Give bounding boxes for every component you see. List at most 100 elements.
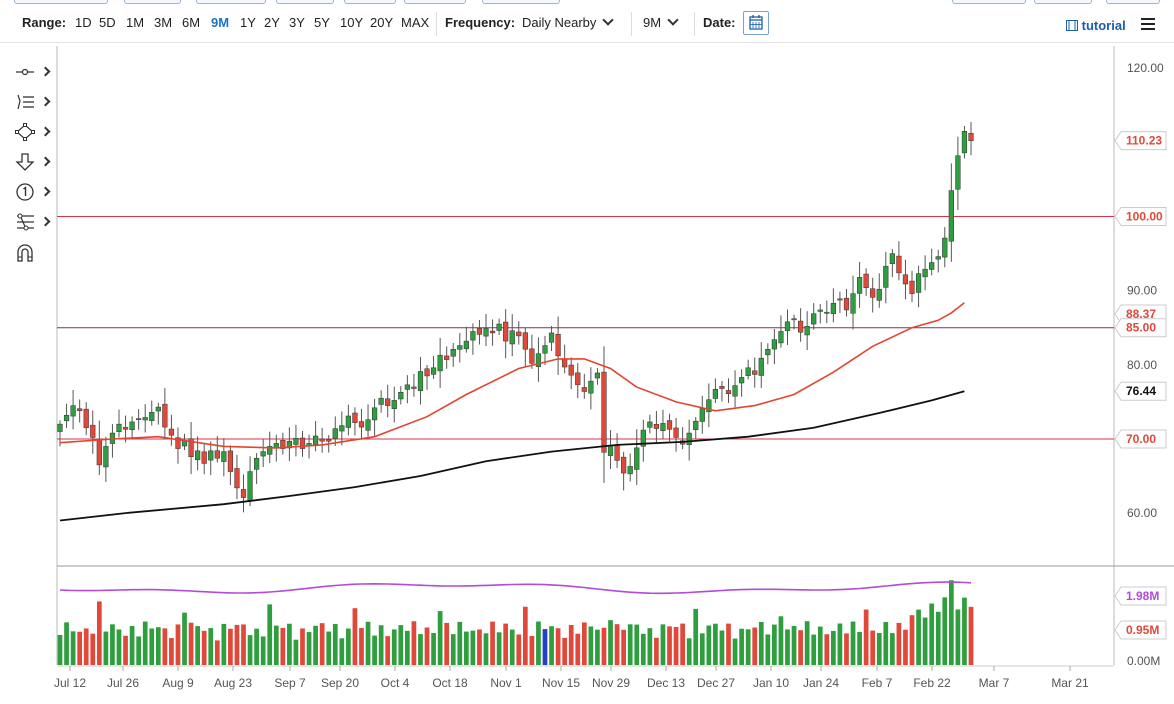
range-3y-button[interactable]: 3Y: [289, 15, 305, 30]
candle-body: [935, 256, 941, 260]
candle-body: [929, 262, 935, 270]
volume-bar: [758, 621, 764, 665]
period-value: 9M: [643, 15, 662, 30]
volume-bar: [470, 630, 476, 665]
candle-body: [765, 348, 771, 356]
magnet-tool[interactable]: [14, 242, 52, 264]
range-9m-button[interactable]: 9M: [211, 15, 230, 30]
price-tag-label: 1.98M: [1126, 589, 1159, 603]
horizontal-lines: [57, 216, 1114, 440]
range-1d-button[interactable]: 1D: [75, 15, 92, 30]
range-3m-button[interactable]: 3M: [154, 15, 173, 30]
volume-bar: [287, 623, 292, 665]
candle-body: [660, 423, 666, 431]
numbered-marker-tool[interactable]: [14, 182, 52, 204]
candle-body: [568, 364, 574, 376]
volume-bar: [732, 638, 738, 665]
calendar-icon: [749, 15, 763, 30]
crosshair-tool[interactable]: [14, 62, 52, 84]
frequency-dropdown[interactable]: Daily Nearby: [522, 14, 615, 30]
x-tick-label: Sep 7: [274, 676, 306, 690]
candle-body: [968, 133, 974, 141]
range-2y-button[interactable]: 2Y: [264, 15, 280, 30]
candle-body: [503, 321, 509, 342]
volume-bar: [647, 628, 653, 665]
candle-body: [621, 456, 627, 474]
candle-body: [673, 427, 679, 438]
trend-line-tool[interactable]: [14, 92, 52, 114]
volume-bar: [935, 611, 941, 665]
tutorial-link[interactable]: tutorial: [1066, 18, 1126, 33]
volume-bar: [64, 622, 69, 665]
volume-bar: [719, 630, 725, 665]
volume-bar: [149, 628, 155, 665]
volume-bar: [896, 622, 902, 665]
volume-bar: [182, 612, 187, 665]
volume-bar: [103, 631, 109, 665]
range-label: Range:: [22, 15, 67, 30]
candle-body: [850, 293, 856, 314]
volume-bar: [319, 623, 325, 665]
range-20y-button[interactable]: 20Y: [370, 15, 394, 30]
calendar-button[interactable]: [743, 11, 769, 35]
candle-body: [221, 451, 227, 462]
volume-bar: [188, 622, 194, 665]
candle-body: [915, 273, 922, 293]
candle-body: [811, 313, 817, 325]
range-1m-button[interactable]: 1M: [126, 15, 145, 30]
price-tag-label: 110.23: [1126, 134, 1162, 148]
range-10y-button[interactable]: 10Y: [340, 15, 364, 30]
arrow-down-tool[interactable]: [14, 152, 52, 174]
volume-bar: [601, 627, 607, 665]
fibonacci-tool[interactable]: [14, 212, 52, 234]
candle-body: [647, 421, 653, 428]
numbered-circle-icon: [16, 183, 34, 201]
y-tick-label: 90.00: [1127, 284, 1157, 298]
volume-bar: [424, 627, 430, 665]
range-6m-button[interactable]: 6M: [182, 15, 201, 30]
candle-body: [758, 357, 764, 376]
volume-bar: [968, 606, 974, 665]
range-1y-button[interactable]: 1Y: [240, 15, 256, 30]
volume-bar: [575, 633, 581, 665]
shapes-tool[interactable]: [14, 122, 52, 144]
candle-body: [535, 353, 542, 367]
volume-bar: [450, 634, 456, 665]
menu-icon[interactable]: [1141, 18, 1155, 30]
candle-body: [640, 429, 646, 447]
candle-body: [234, 468, 240, 489]
candle-body: [863, 273, 869, 288]
candle-body: [778, 331, 784, 344]
price-tag-bg: [1114, 429, 1167, 449]
volume-bar: [876, 632, 882, 665]
candle-body: [411, 386, 417, 389]
candle-body: [142, 417, 148, 421]
x-tick-label: Feb 22: [913, 676, 951, 690]
volume-bar: [378, 625, 384, 665]
x-tick-label: Aug 23: [214, 676, 252, 690]
volume-bar: [654, 637, 659, 665]
candle-body: [634, 447, 640, 470]
volume-bar: [293, 639, 299, 665]
x-tick-label: Nov 29: [592, 676, 630, 690]
volume-bar: [568, 624, 574, 665]
x-tick-label: Jan 10: [753, 676, 789, 690]
price-tag: 1.98M: [1114, 586, 1167, 606]
volume-bar: [169, 638, 174, 665]
price-tag-bg: [1114, 207, 1167, 227]
period-dropdown[interactable]: 9M: [643, 14, 679, 30]
toolbar-divider: [631, 12, 632, 36]
range-max-button[interactable]: MAX: [401, 15, 430, 30]
price-tag-bg: [1114, 586, 1167, 606]
x-tick-label: Mar 7: [979, 676, 1010, 690]
candle-body: [254, 457, 260, 470]
range-5d-button[interactable]: 5D: [99, 15, 116, 30]
volume-bar: [745, 629, 751, 665]
volume-bar: [640, 633, 646, 665]
volume-bar: [536, 621, 541, 665]
volume-bar: [391, 629, 397, 665]
volume-bar: [214, 640, 220, 665]
price-tag-label: 0.95M: [1126, 623, 1159, 637]
range-5y-button[interactable]: 5Y: [314, 15, 330, 30]
